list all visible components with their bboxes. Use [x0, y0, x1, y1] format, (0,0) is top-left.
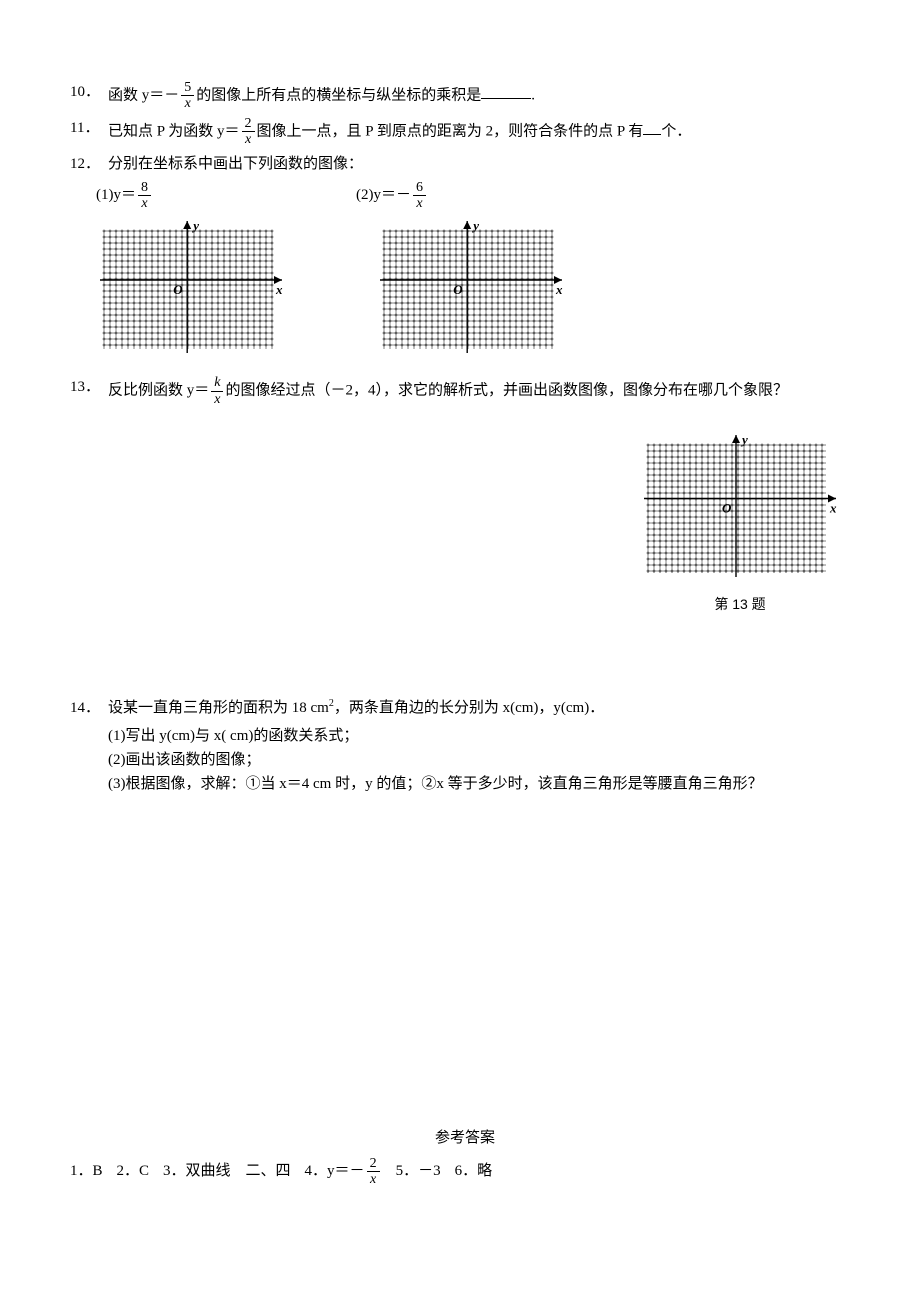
answers-title: 参考答案 [70, 1126, 860, 1150]
q12-sub2-fraction: 6x [413, 180, 426, 212]
q12-sub2: (2)y＝－6x [356, 180, 428, 212]
svg-text:y: y [471, 218, 479, 233]
q13-text-post: 的图像经过点（－2，4），求它的解析式，并画出函数图像，图像分布在哪几个象限？ [225, 383, 788, 399]
q13-text-pre: 反比例函数 y＝ [108, 383, 209, 399]
q11-end: 个． [661, 123, 691, 139]
answer-4: 4．y＝－2x [305, 1156, 382, 1188]
question-13: 13． 反比例函数 y＝kx的图像经过点（－2，4），求它的解析式，并画出函数图… [70, 375, 860, 407]
q12-sub1: (1)y＝8x [96, 180, 356, 212]
q12-sub1-fraction: 8x [138, 180, 151, 212]
answer-3: 3．双曲线 二、四 [163, 1159, 291, 1183]
answer-5: 5．－3 [396, 1159, 441, 1183]
q14-line1a: 设某一直角三角形的面积为 18 cm [108, 700, 329, 716]
svg-text:O: O [173, 282, 183, 297]
q10-number: 10． [70, 80, 108, 104]
answer-6: 6．略 [455, 1159, 493, 1183]
q11-number: 11． [70, 116, 108, 140]
q14-sub3: (3)根据图像，求解：①当 x＝4 cm 时，y 的值；②x 等于多少时，该直角… [108, 772, 860, 796]
q13-number: 13． [70, 375, 108, 399]
q12-body: 分别在坐标系中画出下列函数的图像： [108, 152, 860, 176]
q13-fraction: kx [211, 375, 223, 407]
q12-number: 12． [70, 152, 108, 176]
svg-text:x: x [829, 501, 837, 516]
q12-subquestions: (1)y＝8x (2)y＝－6x [96, 180, 860, 212]
answer-4-fraction: 2x [367, 1156, 380, 1188]
svg-text:O: O [722, 501, 732, 516]
q14-body: 设某一直角三角形的面积为 18 cm2，两条直角边的长分别为 x(cm)，y(c… [108, 696, 860, 720]
q13-caption: 第 13 题 [640, 593, 840, 615]
answers-line: 1．B 2．C 3．双曲线 二、四 4．y＝－2x 5．－3 6．略 [70, 1156, 860, 1188]
q14-line1b: ，两条直角边的长分别为 x(cm)，y(cm)． [334, 700, 604, 716]
q13-grid: y x O [640, 431, 840, 589]
q12-grid-2: y x O [376, 217, 566, 365]
q14-sub2: (2)画出该函数的图像； [108, 748, 860, 772]
q10-end: . [531, 87, 535, 103]
answer-2: 2．C [117, 1159, 150, 1183]
q10-text-pre: 函数 y＝－ [108, 87, 179, 103]
question-11: 11． 已知点 P 为函数 y＝2x图像上一点，且 P 到原点的距离为 2，则符… [70, 116, 860, 148]
q10-body: 函数 y＝－5x的图像上所有点的横坐标与纵坐标的乘积是. [108, 80, 860, 112]
svg-text:O: O [453, 282, 463, 297]
q11-blank [643, 119, 661, 135]
q12-grid-1: y x O [96, 217, 286, 365]
q11-fraction: 2x [242, 116, 255, 148]
q12-grids: y x O y x O [96, 217, 860, 365]
q13-grid-wrap: y x O 第 13 题 [640, 431, 840, 615]
q10-blank [481, 83, 531, 99]
q11-body: 已知点 P 为函数 y＝2x图像上一点，且 P 到原点的距离为 2，则符合条件的… [108, 116, 860, 148]
svg-text:x: x [275, 282, 283, 297]
question-10: 10． 函数 y＝－5x的图像上所有点的横坐标与纵坐标的乘积是. [70, 80, 860, 112]
q14-sub1: (1)写出 y(cm)与 x( cm)的函数关系式； [108, 724, 860, 748]
svg-text:y: y [191, 218, 199, 233]
q11-text-mid: 图像上一点，且 P 到原点的距离为 2，则符合条件的点 P 有 [257, 123, 644, 139]
svg-text:x: x [555, 282, 563, 297]
q11-text-pre: 已知点 P 为函数 y＝ [108, 123, 240, 139]
svg-text:y: y [740, 432, 748, 447]
q10-fraction: 5x [181, 80, 194, 112]
question-14: 14． 设某一直角三角形的面积为 18 cm2，两条直角边的长分别为 x(cm)… [70, 696, 860, 720]
answer-4-pre: 4．y＝－ [305, 1159, 365, 1183]
q12-sub1-label: (1)y＝ [96, 183, 136, 207]
q14-number: 14． [70, 696, 108, 720]
question-12: 12． 分别在坐标系中画出下列函数的图像： [70, 152, 860, 176]
answer-1: 1．B [70, 1159, 103, 1183]
q13-body: 反比例函数 y＝kx的图像经过点（－2，4），求它的解析式，并画出函数图像，图像… [108, 375, 860, 407]
q10-text-post: 的图像上所有点的横坐标与纵坐标的乘积是 [196, 87, 481, 103]
q12-sub2-label: (2)y＝－ [356, 183, 411, 207]
